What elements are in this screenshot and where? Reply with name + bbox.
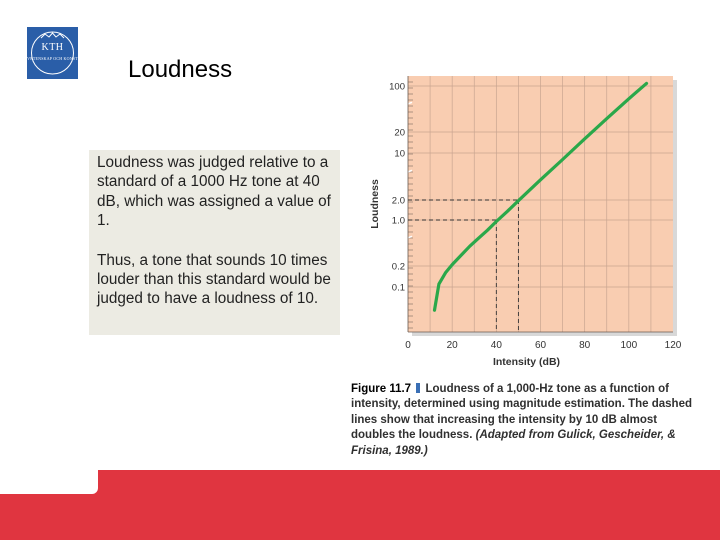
figure-caption: Figure 11.7 Loudness of a 1,000-Hz tone … <box>351 382 696 459</box>
footer-bar <box>0 470 720 540</box>
kth-logo: KTH VETENSKAP OCH KONST <box>27 27 78 79</box>
slide-title: Loudness <box>128 56 233 83</box>
y-tick-label: 1.0 <box>392 216 405 227</box>
caption-label: Figure 11.7 <box>351 383 412 395</box>
x-tick-label: 120 <box>665 340 682 351</box>
footer-notch <box>0 470 98 494</box>
y-tick-label: 100 <box>389 82 405 93</box>
x-tick-label: 100 <box>620 340 637 351</box>
x-tick-label: 0 <box>405 340 411 351</box>
paragraph-1: Loudness was judged relative to a standa… <box>97 154 331 230</box>
y-tick-label: 10 <box>394 149 405 160</box>
x-tick-label: 40 <box>491 340 503 351</box>
x-axis-label: Intensity (dB) <box>493 356 560 368</box>
y-tick-label: 0.2 <box>392 262 405 273</box>
y-tick-label: 2.0 <box>392 196 405 207</box>
loudness-chart: 0.1 0.2 1.0 2.0 10 20 100 0 20 40 60 80 100 120 Intens… <box>369 76 682 368</box>
loudness-curve <box>432 81 649 312</box>
caption-text: Loudness of a 1,000-Hz tone as a functio… <box>351 383 693 442</box>
caption-marker-icon <box>416 383 421 393</box>
text-box: Loudness was judged relative to a standa… <box>89 150 340 335</box>
x-tick-label: 80 <box>579 340 591 351</box>
logo-subtitle: VETENSKAP OCH KONST <box>27 56 78 61</box>
x-tick-label: 60 <box>535 340 547 351</box>
y-axis-label: Loudness <box>369 179 381 229</box>
y-tick-label: 0.1 <box>392 283 405 294</box>
logo-emblem-icon <box>31 31 74 75</box>
y-tick-label: 20 <box>394 128 405 139</box>
logo-name: KTH <box>41 42 64 53</box>
caption-source: (Adapted from Gulick, Gescheider, & Fris… <box>351 429 676 457</box>
x-tick-label: 20 <box>447 340 459 351</box>
paragraph-2: Thus, a tone that sounds 10 times louder… <box>97 251 331 308</box>
